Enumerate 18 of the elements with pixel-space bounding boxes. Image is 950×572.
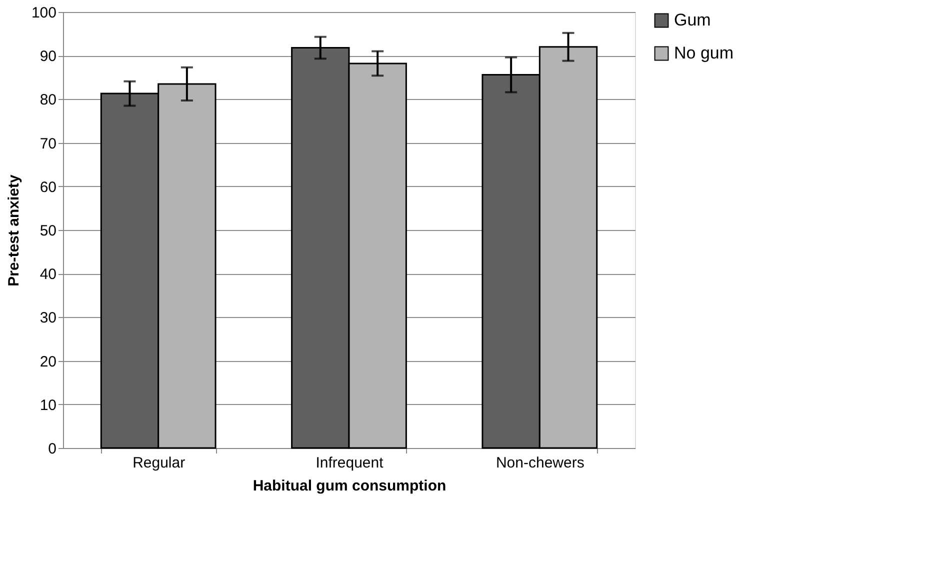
legend-label: Gum — [674, 10, 711, 30]
y-tick-label: 40 — [40, 266, 56, 284]
y-axis-title: Pre-test anxiety — [5, 174, 22, 286]
y-tick-label: 50 — [40, 222, 56, 240]
y-tick-label: 60 — [40, 178, 56, 196]
y-tick-label: 0 — [48, 440, 56, 458]
x-tick-label: Infrequent — [316, 454, 384, 472]
y-tick-label: 90 — [40, 48, 56, 66]
x-axis-title: Habitual gum consumption — [252, 478, 446, 494]
y-tick-label: 70 — [40, 135, 56, 152]
y-tick-label: 100 — [31, 4, 56, 22]
x-tick-label: Regular — [132, 454, 186, 472]
y-tick-label: 20 — [40, 353, 56, 370]
x-tick-label: Non-chewers — [496, 454, 584, 472]
y-tick-label: 80 — [40, 92, 56, 109]
y-tick-label: 10 — [40, 396, 56, 414]
legend-label: No gum — [674, 44, 734, 62]
y-tick-label: 30 — [40, 310, 56, 327]
